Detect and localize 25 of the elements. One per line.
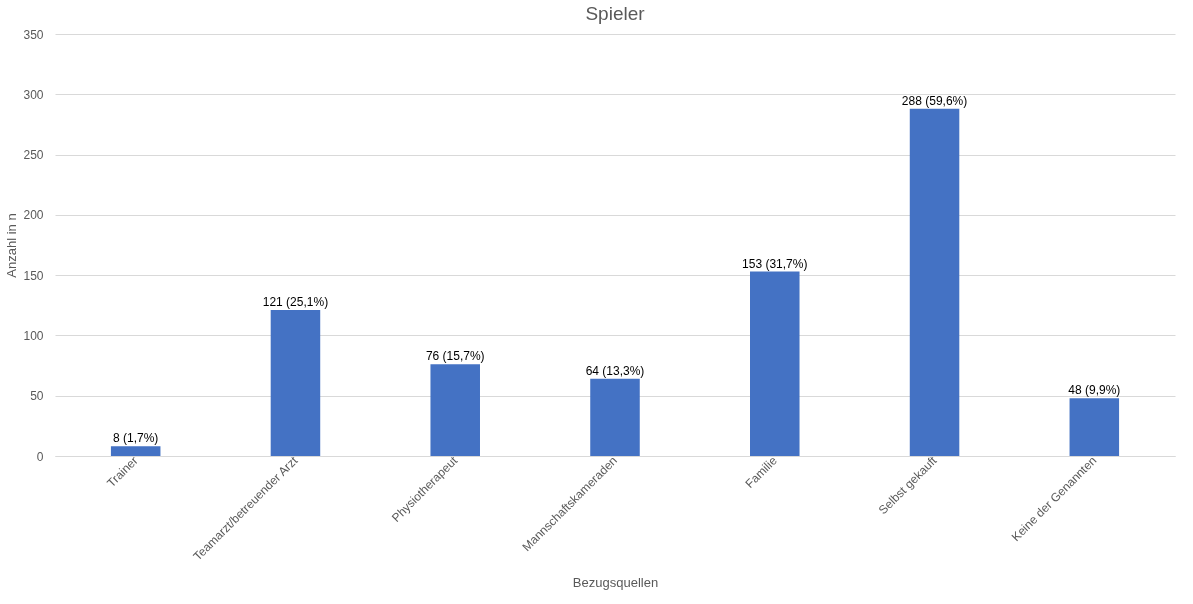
y-tick-label: 100 [23,328,44,343]
data-label: 8 (1,7%) [113,431,159,446]
bar [909,108,960,456]
y-tick-label: 250 [23,148,44,163]
data-label: 64 (13,3%) [585,363,645,378]
data-label: 48 (9,9%) [1068,383,1121,398]
y-axis-title: Anzahl in n [4,213,20,278]
bar [1069,398,1120,456]
y-tick-label: 50 [30,389,44,404]
bar [110,446,161,456]
y-tick-label: 300 [23,87,44,102]
x-axis-title: Bezugsquellen [572,575,659,591]
y-tick-label: 0 [36,449,44,464]
bar [270,310,321,456]
bar [430,364,480,456]
bar [750,271,800,456]
data-label: 153 (31,7%) [742,256,808,271]
y-tick-label: 350 [23,27,44,42]
data-label: 288 (59,6%) [901,93,968,108]
y-tick-label: 200 [23,208,44,223]
bar [590,378,640,456]
data-label: 76 (15,7%) [425,349,485,364]
data-label: 121 (25,1%) [262,295,329,310]
y-tick-label: 150 [23,268,44,283]
chart-title: Spieler [585,3,646,24]
